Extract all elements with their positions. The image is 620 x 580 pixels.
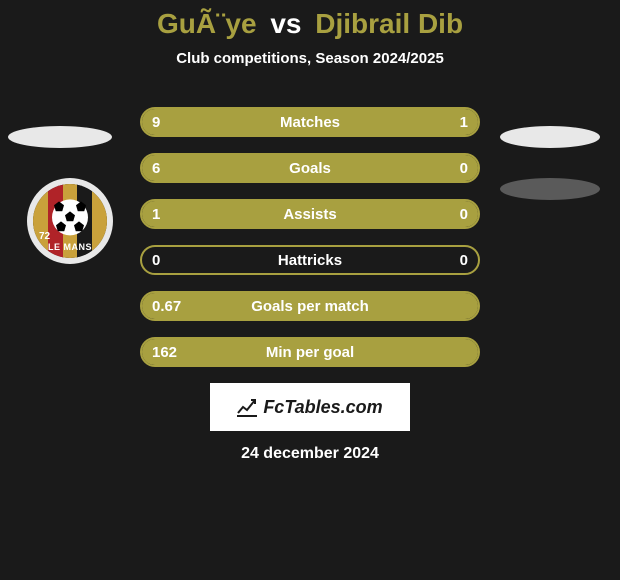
- stat-value-right: 1: [460, 109, 468, 135]
- vs-word: vs: [270, 8, 301, 39]
- football-icon: [52, 199, 88, 235]
- stat-track: Min per goal162: [140, 337, 480, 367]
- stat-row: Min per goal162: [0, 337, 620, 367]
- stat-label: Goals per match: [142, 293, 478, 319]
- brand-text: FcTables.com: [263, 397, 382, 418]
- stat-value-left: 0: [152, 247, 160, 273]
- brand-chart-icon: [237, 397, 257, 417]
- stat-value-left: 1: [152, 201, 160, 227]
- player2-club-ellipse: [500, 178, 600, 200]
- stat-label: Goals: [142, 155, 478, 181]
- brand-badge: FcTables.com: [210, 383, 410, 431]
- player1-club-badge: 72 LE MANS: [27, 178, 113, 264]
- stat-track: Hattricks0 0: [140, 245, 480, 275]
- stat-label: Min per goal: [142, 339, 478, 365]
- stat-value-left: 6: [152, 155, 160, 181]
- stat-value-right: 0: [460, 201, 468, 227]
- stat-track: Goals6 0: [140, 153, 480, 183]
- stat-value-left: 0.67: [152, 293, 181, 319]
- stat-track: Matches9 1: [140, 107, 480, 137]
- stat-value-right: 0: [460, 247, 468, 273]
- date-label: 24 december 2024: [0, 445, 620, 463]
- stat-value-left: 162: [152, 339, 177, 365]
- stat-label: Assists: [142, 201, 478, 227]
- page-title: GuÃ¨ye vs Djibrail Dib: [0, 8, 620, 40]
- player1-name: GuÃ¨ye: [157, 8, 257, 39]
- stat-track: Assists1 0: [140, 199, 480, 229]
- stat-value-left: 9: [152, 109, 160, 135]
- stat-track: Goals per match0.67: [140, 291, 480, 321]
- stat-label: Matches: [142, 109, 478, 135]
- club-number: 72: [39, 231, 50, 242]
- subtitle: Club competitions, Season 2024/2025: [0, 50, 620, 67]
- stat-row: Goals per match0.67: [0, 291, 620, 321]
- player1-form-ellipse: [8, 126, 112, 148]
- stat-value-right: 0: [460, 155, 468, 181]
- player2-form-ellipse: [500, 126, 600, 148]
- player2-name: Djibrail Dib: [315, 8, 463, 39]
- stat-label: Hattricks: [142, 247, 478, 273]
- club-name: LE MANS: [33, 242, 107, 252]
